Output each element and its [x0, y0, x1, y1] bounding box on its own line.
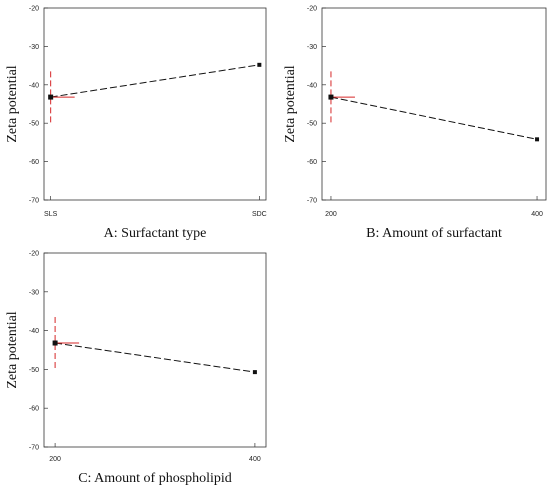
y-tick-label: -70	[29, 198, 39, 205]
y-tick-label: -40	[29, 82, 39, 89]
chart-svg-amount-of-surfactant: -20 -30 -40 -50 -60 -70 200 400 Zeta potential B:…	[283, 6, 547, 241]
data-point	[257, 62, 262, 67]
y-tick-label: -70	[29, 445, 39, 452]
y-tick-label: -60	[29, 406, 39, 413]
plot-frame	[321, 7, 547, 201]
plot-frame	[43, 7, 267, 201]
y-axis-label: Zeta potential	[5, 65, 20, 142]
x-axis-label: A: Surfactant type	[104, 226, 207, 241]
y-axis-label: Zeta potential	[283, 65, 298, 142]
chart-panel-surfactant-type: -20 -30 -40 -50 -60 -70 SLS SDC Zeta potential A:…	[0, 0, 275, 245]
y-axis-label: Zeta potential	[5, 311, 20, 388]
effect-line	[330, 96, 538, 140]
x-tick-label: SLS	[44, 211, 58, 218]
y-tick-label: -70	[307, 198, 317, 205]
plot-frame	[43, 252, 267, 448]
effect-line	[55, 342, 255, 373]
y-tick-label: -20	[29, 251, 39, 258]
y-tick-label: -50	[307, 121, 317, 128]
chart-svg-amount-of-phospholipid: -20 -30 -40 -50 -60 -70 200 400 Zeta potential C:…	[5, 251, 267, 486]
data-point	[52, 340, 58, 346]
chart-panel-amount-of-surfactant: -20 -30 -40 -50 -60 -70 200 400 Zeta potential B:…	[275, 0, 550, 245]
x-tick-label: 400	[531, 211, 543, 218]
x-axis-label: C: Amount of phospholipid	[78, 471, 232, 486]
y-tick-label: -30	[307, 44, 317, 51]
y-tick-label: -20	[29, 6, 39, 13]
y-tick-label: -40	[307, 82, 317, 89]
x-tick-label: 400	[249, 456, 261, 463]
x-tick-label: 200	[325, 211, 337, 218]
y-tick-label: -30	[29, 289, 39, 296]
y-tick-label: -50	[29, 121, 39, 128]
x-tick-label: SDC	[252, 211, 267, 218]
y-tick-label: -30	[29, 44, 39, 51]
chart-svg-surfactant-type: -20 -30 -40 -50 -60 -70 SLS SDC Zeta potential A:…	[5, 6, 267, 242]
data-point	[48, 94, 54, 100]
effect-line	[50, 64, 260, 98]
y-tick-label: -60	[307, 159, 317, 166]
data-point	[535, 137, 540, 142]
y-tick-label: -20	[307, 6, 317, 13]
data-point	[252, 370, 257, 375]
x-axis-label: B: Amount of surfactant	[366, 226, 502, 241]
y-tick-label: -40	[29, 328, 39, 335]
y-tick-label: -60	[29, 159, 39, 166]
chart-panel-amount-of-phospholipid: -20 -30 -40 -50 -60 -70 200 400 Zeta potential C:…	[0, 245, 275, 490]
x-tick-label: 200	[49, 456, 61, 463]
data-point	[328, 94, 334, 100]
y-tick-label: -50	[29, 367, 39, 374]
